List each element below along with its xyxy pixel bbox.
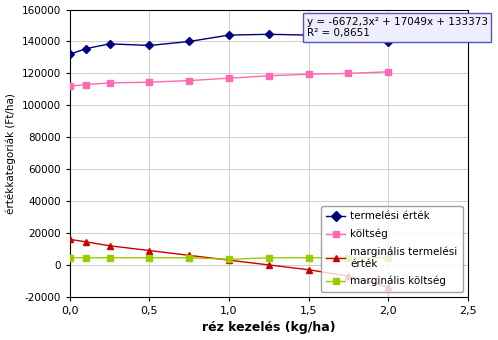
Y-axis label: értékkategoriák (Ft/ha): értékkategoriák (Ft/ha): [5, 93, 16, 214]
Text: y = -6672,3x² + 17049x + 133373
R² = 0,8651: y = -6672,3x² + 17049x + 133373 R² = 0,8…: [307, 17, 488, 38]
Legend: termelési érték, költség, marginális termelési
érték, marginális költség: termelési érték, költség, marginális ter…: [321, 206, 463, 292]
X-axis label: réz kezelés (kg/ha): réz kezelés (kg/ha): [202, 321, 336, 335]
